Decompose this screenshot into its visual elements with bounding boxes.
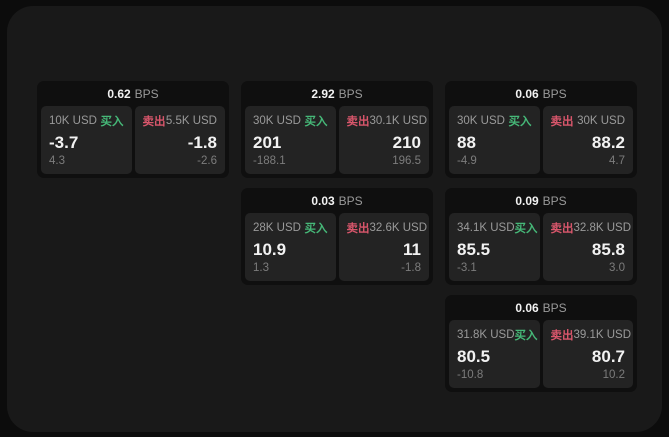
bps-header: 2.92 BPS [241, 81, 433, 106]
sell-value: 85.8 [591, 239, 625, 259]
card-body: 28K USD 买入 10.9 1.3 卖出 32.6K USD 11 -1.8 [241, 213, 433, 285]
sell-sub-value: -2.6 [197, 154, 217, 167]
bps-suffix-label: BPS [542, 193, 567, 208]
bps-value: 0.09 [515, 193, 539, 208]
sell-tile[interactable]: 卖出 30.1K USD 210 196.5 [338, 106, 429, 174]
quote-card-2: 2.92 BPS 30K USD 买入 201 -188.1 卖出 30.1K … [241, 81, 433, 178]
buy-sub-value: -10.8 [457, 368, 484, 381]
bps-value: 2.92 [311, 86, 335, 101]
buy-side-label: 买入 [304, 116, 328, 128]
sell-amount: 32.8K USD [573, 222, 632, 234]
bps-header: 0.09 BPS [445, 188, 637, 213]
quote-card-4: 0.03 BPS 28K USD 买入 10.9 1.3 卖出 32.6K US… [241, 188, 433, 285]
buy-tile[interactable]: 30K USD 买入 201 -188.1 [245, 106, 336, 174]
sell-sub-value: 3.0 [609, 261, 625, 274]
sell-tile[interactable]: 卖出 32.8K USD 85.8 3.0 [542, 213, 633, 281]
buy-amount: 28K USD [253, 222, 301, 234]
sell-amount: 5.5K USD [165, 115, 217, 127]
bps-suffix-label: BPS [338, 193, 363, 208]
bps-suffix-label: BPS [542, 300, 567, 315]
buy-tile[interactable]: 34.1K USD 买入 85.5 -3.1 [449, 213, 540, 281]
sell-amount: 30.1K USD [369, 115, 428, 127]
sell-tile[interactable]: 卖出 5.5K USD -1.8 -2.6 [134, 106, 225, 174]
bps-header: 0.06 BPS [445, 81, 637, 106]
sell-sub-value: -1.8 [401, 261, 421, 274]
buy-tile[interactable]: 30K USD 买入 88 -4.9 [449, 106, 540, 174]
buy-value: 85.5 [457, 239, 491, 259]
buy-amount: 34.1K USD [457, 222, 515, 234]
sell-side-label: 卖出 [550, 330, 574, 342]
buy-value: -3.7 [49, 132, 79, 152]
buy-amount: 30K USD [457, 115, 505, 127]
sell-tile[interactable]: 卖出 30K USD 88.2 4.7 [542, 106, 633, 174]
buy-side-label: 买入 [100, 116, 124, 128]
quote-card-5: 0.09 BPS 34.1K USD 买入 85.5 -3.1 卖出 32.8K… [445, 188, 637, 285]
sell-side-label: 卖出 [142, 116, 166, 128]
bps-value: 0.62 [107, 86, 131, 101]
sell-value: -1.8 [187, 132, 217, 152]
sell-amount: 39.1K USD [573, 329, 632, 341]
buy-value: 10.9 [253, 239, 287, 259]
sell-amount: 32.6K USD [369, 222, 428, 234]
buy-value: 201 [253, 132, 282, 152]
buy-side-label: 买入 [514, 330, 538, 342]
bps-value: 0.06 [515, 300, 539, 315]
buy-sub-value: -3.1 [457, 261, 477, 274]
bps-value: 0.06 [515, 86, 539, 101]
buy-side-label: 买入 [508, 116, 532, 128]
quote-card-grid: 0.62 BPS 10K USD 买入 -3.7 4.3 卖出 5.5K USD… [37, 81, 637, 392]
bps-value: 0.03 [311, 193, 335, 208]
sell-amount: 30K USD [577, 115, 625, 127]
sell-value: 11 [403, 239, 421, 259]
bps-header: 0.03 BPS [241, 188, 433, 213]
buy-side-label: 买入 [514, 223, 538, 235]
sell-value: 210 [392, 132, 421, 152]
bps-suffix-label: BPS [338, 86, 363, 101]
buy-sub-value: -188.1 [253, 154, 286, 167]
sell-value: 88.2 [591, 132, 625, 152]
quote-card-3: 0.06 BPS 30K USD 买入 88 -4.9 卖出 30K USD 8… [445, 81, 637, 178]
buy-tile[interactable]: 10K USD 买入 -3.7 4.3 [41, 106, 132, 174]
buy-value: 80.5 [457, 346, 491, 366]
sell-side-label: 卖出 [550, 116, 574, 128]
sell-side-label: 卖出 [550, 223, 574, 235]
buy-sub-value: 4.3 [49, 154, 65, 167]
buy-value: 88 [457, 132, 476, 152]
card-body: 30K USD 买入 88 -4.9 卖出 30K USD 88.2 4.7 [445, 106, 637, 178]
card-body: 31.8K USD 买入 80.5 -10.8 卖出 39.1K USD 80.… [445, 320, 637, 392]
sell-tile[interactable]: 卖出 32.6K USD 11 -1.8 [338, 213, 429, 281]
card-body: 10K USD 买入 -3.7 4.3 卖出 5.5K USD -1.8 -2.… [37, 106, 229, 178]
bps-header: 0.06 BPS [445, 295, 637, 320]
sell-side-label: 卖出 [346, 116, 370, 128]
buy-amount: 10K USD [49, 115, 97, 127]
buy-sub-value: -4.9 [457, 154, 477, 167]
buy-tile[interactable]: 31.8K USD 买入 80.5 -10.8 [449, 320, 540, 388]
bps-suffix-label: BPS [134, 86, 159, 101]
bps-header: 0.62 BPS [37, 81, 229, 106]
buy-sub-value: 1.3 [253, 261, 269, 274]
sell-sub-value: 10.2 [602, 368, 625, 381]
sell-tile[interactable]: 卖出 39.1K USD 80.7 10.2 [542, 320, 633, 388]
quote-card-1: 0.62 BPS 10K USD 买入 -3.7 4.3 卖出 5.5K USD… [37, 81, 229, 178]
sell-sub-value: 4.7 [609, 154, 625, 167]
sell-side-label: 卖出 [346, 223, 370, 235]
card-body: 34.1K USD 买入 85.5 -3.1 卖出 32.8K USD 85.8… [445, 213, 637, 285]
quote-card-6: 0.06 BPS 31.8K USD 买入 80.5 -10.8 卖出 39.1… [445, 295, 637, 392]
card-body: 30K USD 买入 201 -188.1 卖出 30.1K USD 210 1… [241, 106, 433, 178]
bps-suffix-label: BPS [542, 86, 567, 101]
buy-tile[interactable]: 28K USD 买入 10.9 1.3 [245, 213, 336, 281]
buy-side-label: 买入 [304, 223, 328, 235]
sell-value: 80.7 [591, 346, 625, 366]
buy-amount: 30K USD [253, 115, 301, 127]
sell-sub-value: 196.5 [392, 154, 421, 167]
buy-amount: 31.8K USD [457, 329, 515, 341]
